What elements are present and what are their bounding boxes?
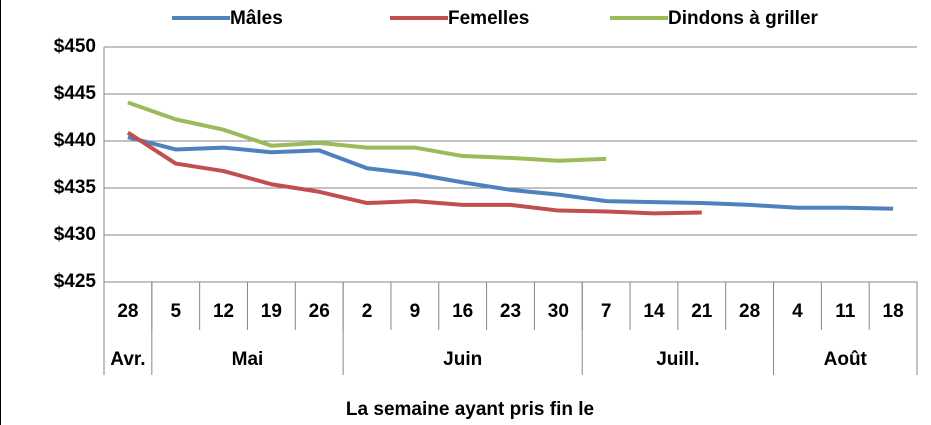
series-line [126,130,702,216]
y-tick-label: $445 [54,83,97,104]
x-tick-label: 28 [739,301,760,322]
x-tick-label: 4 [792,301,803,322]
y-tick-label: $435 [54,177,97,198]
month-label: Mai [232,349,264,370]
month-label: Juill. [656,349,699,370]
x-tick-label: 12 [213,301,234,322]
series-line [127,100,607,163]
y-tick-label: $430 [54,224,96,245]
month-label: Juin [443,349,482,370]
x-tick-label: 11 [835,301,856,322]
x-tick-label: 14 [643,301,665,322]
x-tick-label: 19 [261,301,282,322]
legend-label: Femelles [448,8,529,29]
x-tick-label: 2 [362,301,373,322]
x-tick-label: 21 [691,301,713,322]
x-tick-label: 18 [883,301,904,322]
x-tick-label: 16 [452,301,473,322]
x-axis-label: La semaine ayant pris fin le [346,399,594,420]
legend-label: Mâles [230,8,283,29]
series-line [127,135,894,211]
x-tick-label: 26 [309,301,330,322]
x-tick-label: 23 [500,301,521,322]
x-tick-label: 30 [548,301,569,322]
month-label: Avr. [110,349,145,370]
x-tick-label: 28 [117,301,138,322]
month-label: Août [824,349,868,370]
legend-label: Dindons à griller [668,8,819,29]
y-tick-label: $425 [54,271,97,292]
x-tick-label: 9 [410,301,421,322]
y-tick-label: $450 [54,36,96,57]
x-tick-label: 5 [170,301,181,322]
y-tick-label: $440 [54,130,96,151]
x-tick-label: 7 [601,301,612,322]
